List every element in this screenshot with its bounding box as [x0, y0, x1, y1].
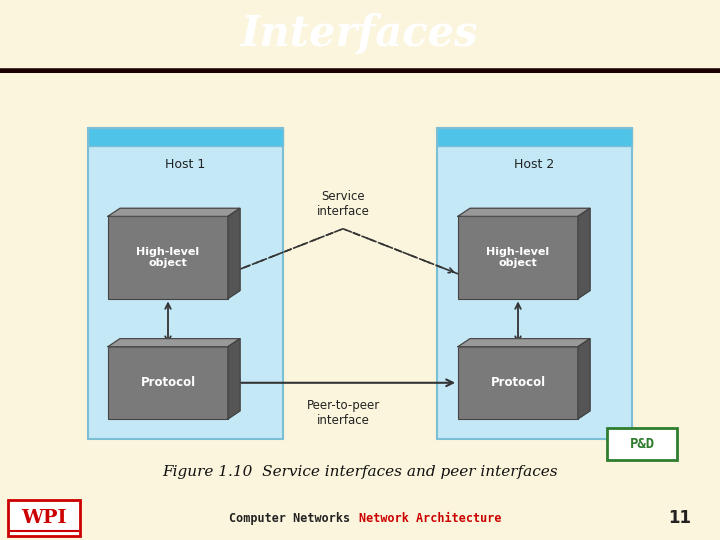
Bar: [458, 217, 578, 299]
Polygon shape: [228, 339, 240, 419]
Text: Computer Networks: Computer Networks: [230, 511, 351, 524]
Polygon shape: [228, 208, 240, 299]
Polygon shape: [108, 208, 240, 217]
Bar: [108, 217, 228, 299]
Bar: [88, 128, 283, 146]
Text: Figure 1.10  Service interfaces and peer interfaces: Figure 1.10 Service interfaces and peer …: [162, 465, 558, 479]
Text: Peer-to-peer
interface: Peer-to-peer interface: [307, 399, 379, 427]
Text: Protocol: Protocol: [140, 376, 196, 389]
Bar: [437, 128, 632, 146]
Polygon shape: [458, 339, 590, 347]
Polygon shape: [108, 339, 240, 347]
Text: Network Architecture: Network Architecture: [359, 511, 501, 524]
Polygon shape: [578, 339, 590, 419]
Bar: [108, 347, 228, 419]
FancyBboxPatch shape: [8, 500, 80, 536]
Text: P&D: P&D: [629, 437, 654, 451]
Text: Interfaces: Interfaces: [241, 12, 479, 55]
Bar: [88, 128, 283, 439]
Bar: [458, 347, 578, 419]
Polygon shape: [578, 208, 590, 299]
FancyBboxPatch shape: [607, 428, 677, 460]
Bar: [437, 128, 632, 439]
Text: High-level
object: High-level object: [487, 247, 549, 268]
Text: WPI: WPI: [21, 509, 67, 527]
Text: Service
interface: Service interface: [317, 190, 369, 218]
Polygon shape: [458, 208, 590, 217]
Text: Host 2: Host 2: [514, 158, 554, 171]
Text: Host 1: Host 1: [166, 158, 206, 171]
Text: Protocol: Protocol: [490, 376, 546, 389]
Text: High-level
object: High-level object: [136, 247, 199, 268]
Text: 11: 11: [668, 509, 691, 527]
